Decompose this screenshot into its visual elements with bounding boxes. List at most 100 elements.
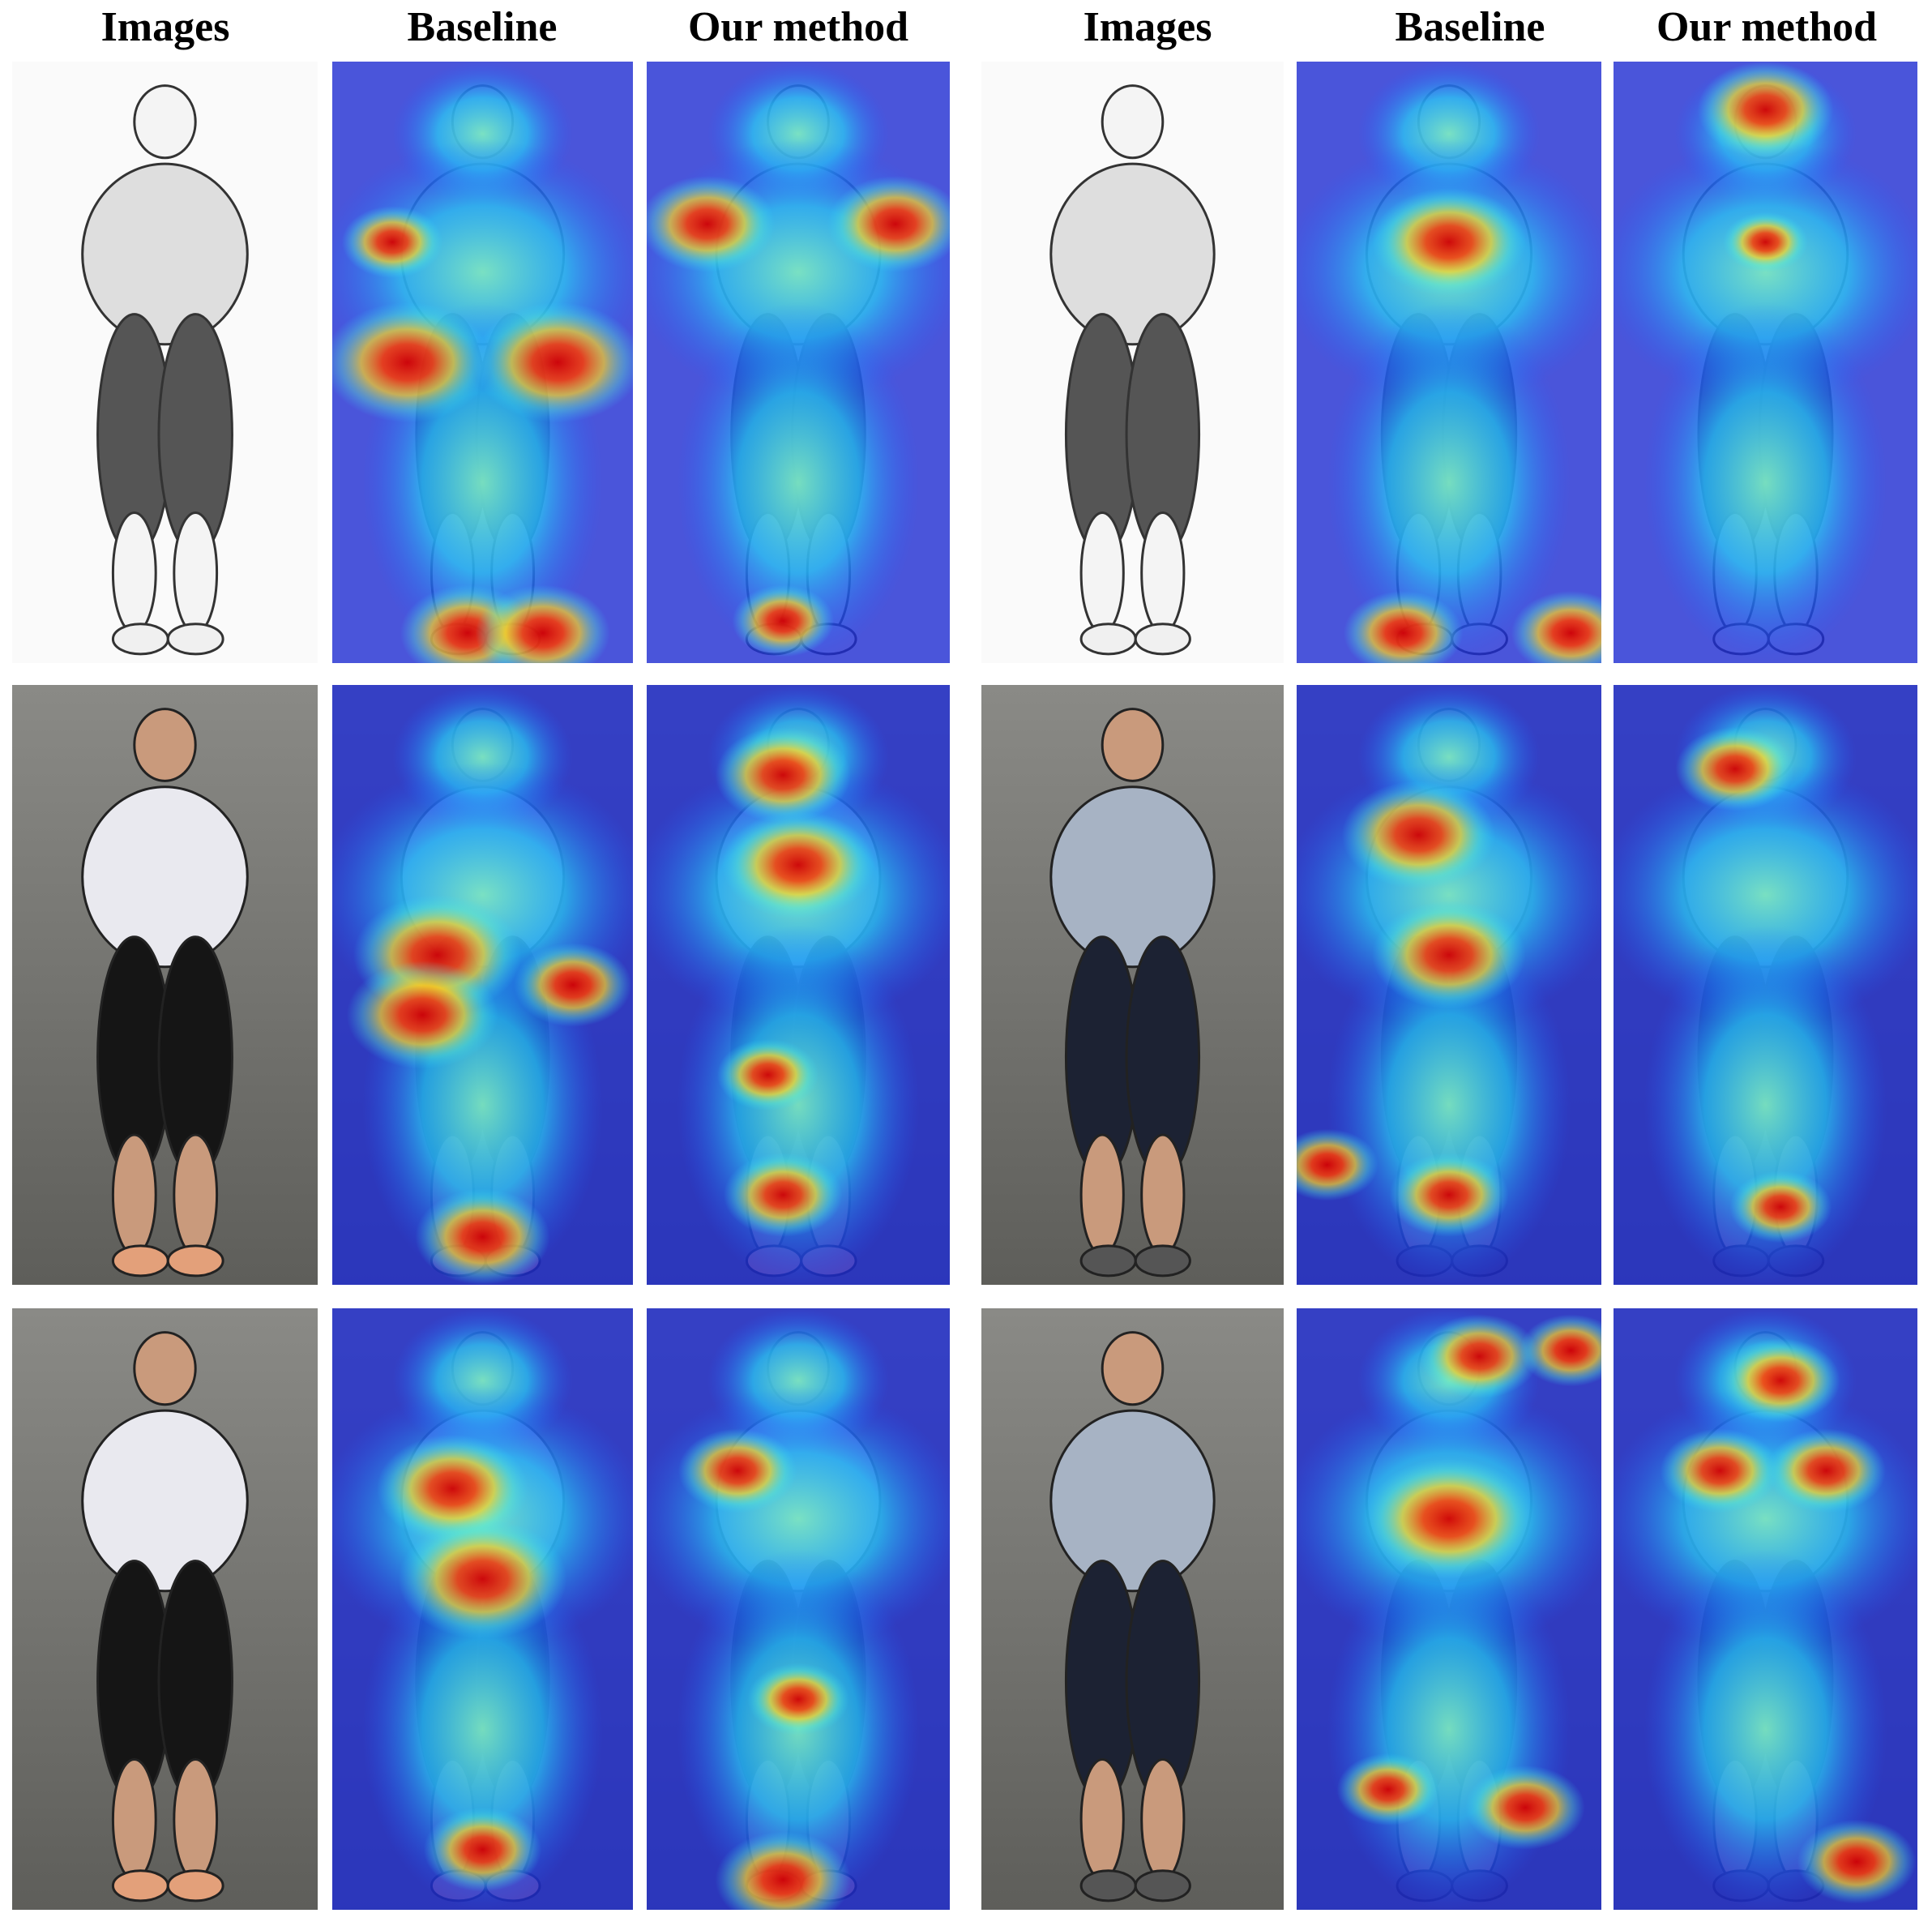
figure-part xyxy=(166,1244,224,1278)
panel-content xyxy=(981,62,1284,663)
image-panel xyxy=(1614,1308,1917,1910)
image-panel xyxy=(12,685,318,1285)
figure-part xyxy=(81,162,249,346)
figure-part xyxy=(111,1869,169,1902)
heatmap-hotspot xyxy=(341,206,443,279)
heatmap-hotspot xyxy=(1720,1338,1840,1423)
heatmap-glow xyxy=(1643,302,1887,663)
heatmap-hotspot xyxy=(1465,1765,1585,1850)
heatmap-hotspot xyxy=(346,961,498,1069)
panel-content xyxy=(12,1308,318,1910)
figure-part xyxy=(1134,1244,1191,1278)
heatmap-hotspot xyxy=(1729,1171,1832,1243)
panel-content xyxy=(1614,1308,1917,1910)
panel-content xyxy=(981,685,1284,1285)
figure-part xyxy=(1079,1869,1137,1902)
column-header: Baseline xyxy=(408,4,558,50)
heatmap-hotspot xyxy=(415,1188,550,1285)
panel-content xyxy=(332,685,633,1285)
figure-part xyxy=(133,708,197,782)
panel-content xyxy=(647,1308,950,1910)
panel-content xyxy=(1297,1308,1601,1910)
heatmap-hotspot xyxy=(1372,901,1526,1009)
heatmap-hotspot xyxy=(723,1153,843,1237)
heatmap-hotspot xyxy=(475,584,610,663)
figure-part xyxy=(81,785,249,969)
image-panel xyxy=(332,1308,633,1910)
heatmap-hotspot xyxy=(423,1807,542,1892)
panels xyxy=(12,62,1917,1910)
image-panel xyxy=(981,1308,1284,1910)
panel-content xyxy=(981,1308,1284,1910)
image-panel xyxy=(981,62,1284,663)
column-headers: Images Baseline Our method Images Baseli… xyxy=(101,4,1878,50)
image-panel xyxy=(1297,62,1601,663)
heatmap-hotspot xyxy=(332,302,492,423)
heatmap-hotspot xyxy=(1336,1753,1439,1826)
figure-part xyxy=(1079,1244,1137,1278)
heatmap-hotspot xyxy=(1767,1428,1886,1513)
image-panel xyxy=(981,685,1284,1285)
image-panel xyxy=(647,1308,950,1910)
heatmap-hotspot xyxy=(721,811,875,919)
figure-part xyxy=(173,1133,219,1256)
heatmap-hotspot xyxy=(732,584,835,657)
panel-content xyxy=(332,1308,633,1910)
figure-part xyxy=(1049,785,1216,969)
figure-part xyxy=(1079,1133,1125,1256)
heatmap-hotspot xyxy=(747,1663,849,1736)
column-header: Our method xyxy=(688,4,908,50)
figure-part xyxy=(1079,623,1137,656)
heatmap-hotspot xyxy=(1675,726,1795,811)
figure-part xyxy=(1140,1758,1186,1881)
heatmap-hotspot xyxy=(1297,1128,1378,1201)
column-header: Our method xyxy=(1656,4,1877,50)
heatmap-glow xyxy=(362,1548,603,1910)
heatmap-hotspot xyxy=(827,175,950,272)
heatmap-glow xyxy=(1614,139,1917,404)
column-header: Images xyxy=(1084,4,1212,50)
figure-part xyxy=(111,1244,169,1278)
heatmap-hotspot xyxy=(1511,590,1601,663)
image-panel xyxy=(1614,685,1917,1285)
figure-part xyxy=(111,623,169,656)
figure-part xyxy=(1101,1331,1165,1406)
panel-content xyxy=(1614,62,1917,663)
panel-content xyxy=(12,685,318,1285)
figure-part xyxy=(1134,1869,1191,1902)
panel-content xyxy=(12,62,318,663)
image-panel xyxy=(1297,1308,1601,1910)
figure-part xyxy=(1101,708,1165,782)
heatmap-glow xyxy=(1327,925,1571,1285)
figure-part xyxy=(81,1409,249,1593)
figure-part xyxy=(173,1758,219,1881)
figure-part xyxy=(1079,1758,1125,1881)
figure-part xyxy=(1049,162,1216,346)
figure-part xyxy=(166,623,224,656)
heatmap-hotspot xyxy=(1372,187,1526,297)
heatmap-hotspot xyxy=(1723,212,1808,272)
panel-content xyxy=(332,62,633,663)
heatmap-hotspot xyxy=(473,302,633,423)
heatmap-hotspot xyxy=(647,175,776,272)
figure-part xyxy=(1140,1133,1186,1256)
heatmap-hotspot xyxy=(398,1518,567,1640)
figure-part xyxy=(1134,623,1191,656)
panel-content xyxy=(1614,685,1917,1285)
figure-part xyxy=(1140,511,1186,635)
image-panel xyxy=(1614,62,1917,663)
heatmap-hotspot xyxy=(1419,1314,1540,1399)
panel-content xyxy=(647,62,950,663)
heatmap-hotspot xyxy=(1389,1153,1509,1237)
image-panel xyxy=(1297,685,1601,1285)
figure-part xyxy=(1101,84,1165,160)
heatmap-hotspot xyxy=(1341,781,1496,889)
heatmap-hotspot xyxy=(1660,1428,1780,1513)
figure-part xyxy=(111,1133,157,1256)
column-header: Images xyxy=(101,4,230,50)
figure-part xyxy=(111,511,157,635)
figure-part xyxy=(1079,511,1125,635)
heatmap-hotspot xyxy=(715,1831,852,1910)
panel-content xyxy=(1297,685,1601,1285)
